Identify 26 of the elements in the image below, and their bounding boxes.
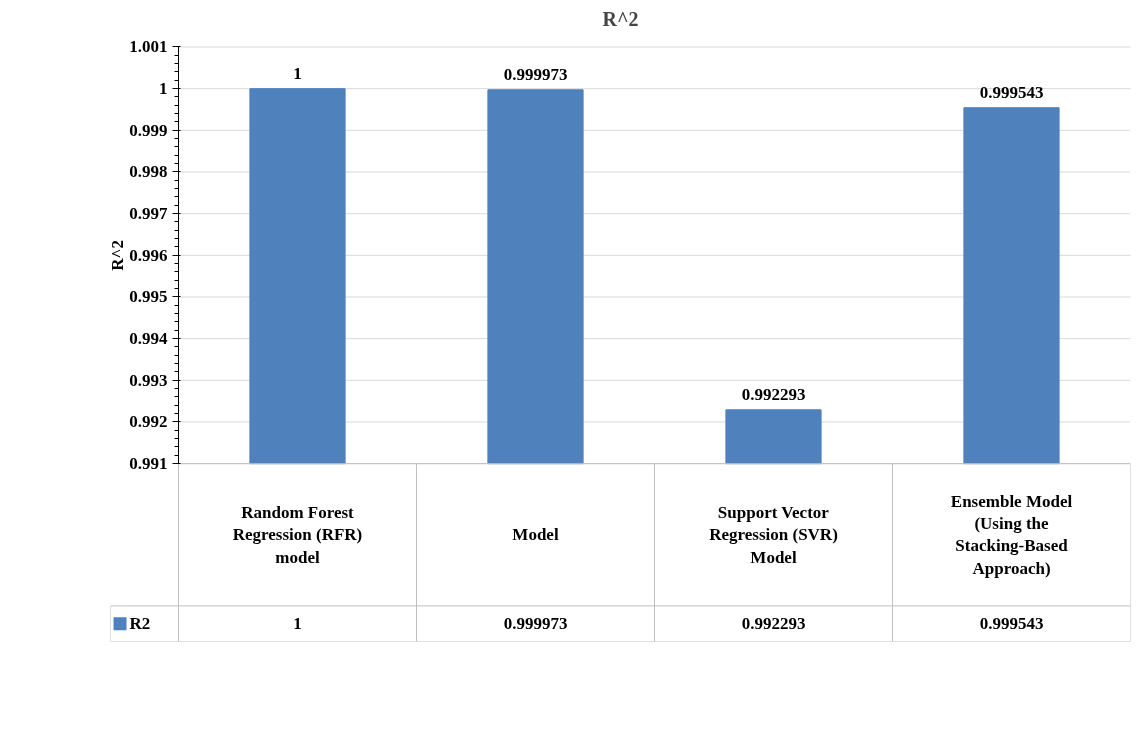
text: 0.992293 [741,384,806,404]
x-tick-label: Model [512,525,559,545]
y-tick-label: 0.999 [129,120,168,140]
data-label: 1 [293,614,302,634]
y-tick-label: 0.991 [129,454,168,474]
y-tick-label: 1 [159,79,168,99]
data-label: 0.992293 [741,614,806,634]
y-tick-label: 1.001 [129,37,168,57]
legend-label: R2 [129,614,151,634]
y-tick-label: 0.997 [129,204,168,224]
text: 0.999543 [979,82,1044,102]
y-tick-label: 0.993 [129,370,168,390]
text: 1 [293,63,302,83]
x-tick-label: Support Vector Regression (SVR) Model [709,503,838,567]
x-tick-label: Ensemble Model (Using the Stacking-Based Approach) [950,491,1073,578]
y-tick-label: 0.992 [129,412,168,432]
y-tick-label: 0.998 [129,162,168,182]
text: 0.999973 [503,64,568,84]
y-tick-label: 0.995 [129,287,168,307]
data-label: 0.999543 [979,614,1044,634]
y-tick-label: 0.994 [129,329,168,349]
data-label: 0.999973 [503,614,568,634]
y-tick-label: 0.996 [129,245,168,265]
y-axis-title: R^2 [108,240,128,271]
x-tick-label: Random Forest Regression (RFR) model [232,503,363,567]
chart-title: R^2 [602,7,639,30]
